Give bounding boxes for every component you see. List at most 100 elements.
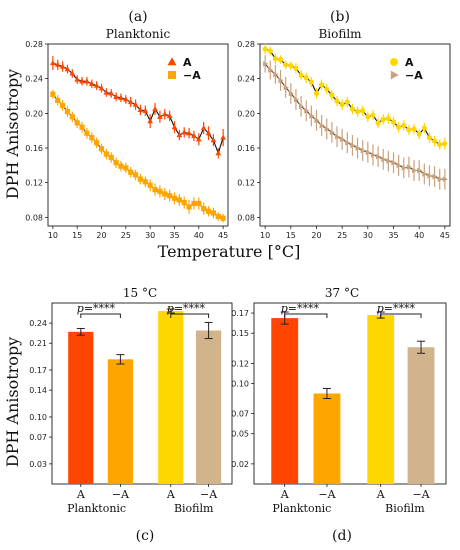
y-tick-label: 0.14: [29, 386, 47, 395]
data-point: [142, 179, 148, 185]
significance-label: p=****: [377, 302, 416, 315]
data-point: [113, 160, 119, 166]
legend-marker: [390, 70, 399, 80]
data-point: [293, 96, 300, 103]
data-point: [137, 176, 144, 182]
data-point: [313, 90, 320, 96]
data-point: [314, 117, 320, 124]
panel-letter-b: (b): [330, 9, 350, 25]
data-point: [344, 99, 350, 105]
y-tick-label: 0.05: [231, 430, 249, 439]
significance-bracket: [284, 313, 328, 318]
data-point: [64, 66, 71, 72]
panel-letter-a: (a): [128, 9, 147, 25]
x-tick-label: 35: [388, 231, 398, 240]
data-point: [273, 71, 279, 78]
data-point: [360, 147, 366, 154]
y-tick-label: 0.12: [25, 179, 43, 188]
data-point: [123, 165, 129, 171]
data-point: [263, 61, 269, 67]
significance-bracket: [380, 313, 422, 318]
bar: [158, 311, 184, 484]
x-tick-label: 15: [286, 231, 296, 240]
data-point: [401, 165, 407, 171]
data-point: [64, 109, 71, 115]
data-point: [166, 112, 173, 119]
data-point: [127, 98, 134, 105]
category-label: −A: [318, 488, 336, 501]
data-point: [350, 142, 356, 149]
data-point: [288, 90, 294, 97]
y-tick-label: 0.10: [231, 379, 249, 388]
data-point: [162, 191, 168, 197]
data-point: [365, 114, 371, 120]
data-point: [345, 139, 351, 146]
data-point: [370, 152, 377, 158]
data-point: [396, 162, 402, 169]
y-tick-label: 0.02: [231, 460, 249, 469]
data-point: [103, 151, 109, 157]
group-label: Biofilm: [174, 502, 214, 515]
significance-label: p=****: [77, 302, 116, 315]
data-point: [118, 94, 124, 100]
data-point: [59, 102, 66, 109]
legend-marker: [167, 57, 177, 66]
x-tick-label: 20: [96, 231, 106, 240]
x-tick-label: 30: [363, 231, 373, 240]
data-point: [381, 156, 387, 163]
y-tick-label: 0.16: [25, 144, 43, 153]
data-point: [147, 182, 153, 188]
bar: [107, 359, 133, 484]
data-point: [406, 127, 412, 133]
y-tick-label: 0.28: [25, 40, 43, 49]
data-point: [181, 200, 187, 206]
data-point: [365, 149, 371, 156]
data-point: [196, 200, 202, 207]
data-point: [349, 106, 356, 112]
data-point: [277, 57, 284, 63]
x-tick-label: 25: [121, 231, 131, 240]
data-point: [137, 106, 144, 112]
data-point: [293, 65, 299, 71]
data-point: [360, 108, 366, 114]
data-point: [390, 119, 397, 125]
data-point: [411, 126, 417, 132]
x-tick-label: 30: [145, 231, 155, 240]
data-point: [94, 140, 100, 146]
data-point: [324, 86, 330, 92]
group-label: Planktonic: [272, 502, 331, 515]
data-point: [319, 82, 325, 88]
data-point: [93, 82, 100, 88]
y-tick-label: 0.08: [25, 213, 43, 222]
data-point: [191, 132, 197, 138]
data-point: [278, 77, 284, 84]
data-point: [103, 89, 110, 95]
data-point: [215, 213, 221, 220]
y-tick-label: 0.15: [231, 329, 249, 338]
data-point: [308, 79, 314, 85]
y-tick-label: 0.24: [29, 319, 47, 328]
panel-a-line-chart: 10 15 20 25 30 35 40 45 0.08 0.12 0.16 0.20 0.24 0.28…: [25, 40, 229, 240]
data-point: [406, 164, 413, 170]
panel-d-bar-chart: 0.020.050.070.100.120.150.17A −A A −APlankt…: [231, 302, 447, 515]
data-point: [376, 153, 382, 160]
data-point: [176, 131, 183, 138]
data-point: [171, 195, 178, 201]
x-tick-label: 35: [169, 231, 179, 240]
y-tick-label: 0.08: [237, 213, 255, 222]
data-point: [262, 46, 268, 52]
data-point: [442, 141, 448, 147]
data-point: [157, 188, 163, 194]
data-point: [380, 116, 386, 122]
data-point: [171, 124, 178, 130]
data-point: [422, 171, 428, 177]
data-point: [401, 122, 407, 129]
data-point: [147, 118, 154, 124]
data-point: [210, 137, 217, 143]
y-tick-label: 0.16: [237, 144, 255, 153]
data-point: [426, 135, 433, 141]
data-point: [303, 75, 309, 81]
bar: [68, 331, 94, 484]
data-point: [324, 126, 330, 132]
legend-entry: A: [183, 56, 192, 69]
